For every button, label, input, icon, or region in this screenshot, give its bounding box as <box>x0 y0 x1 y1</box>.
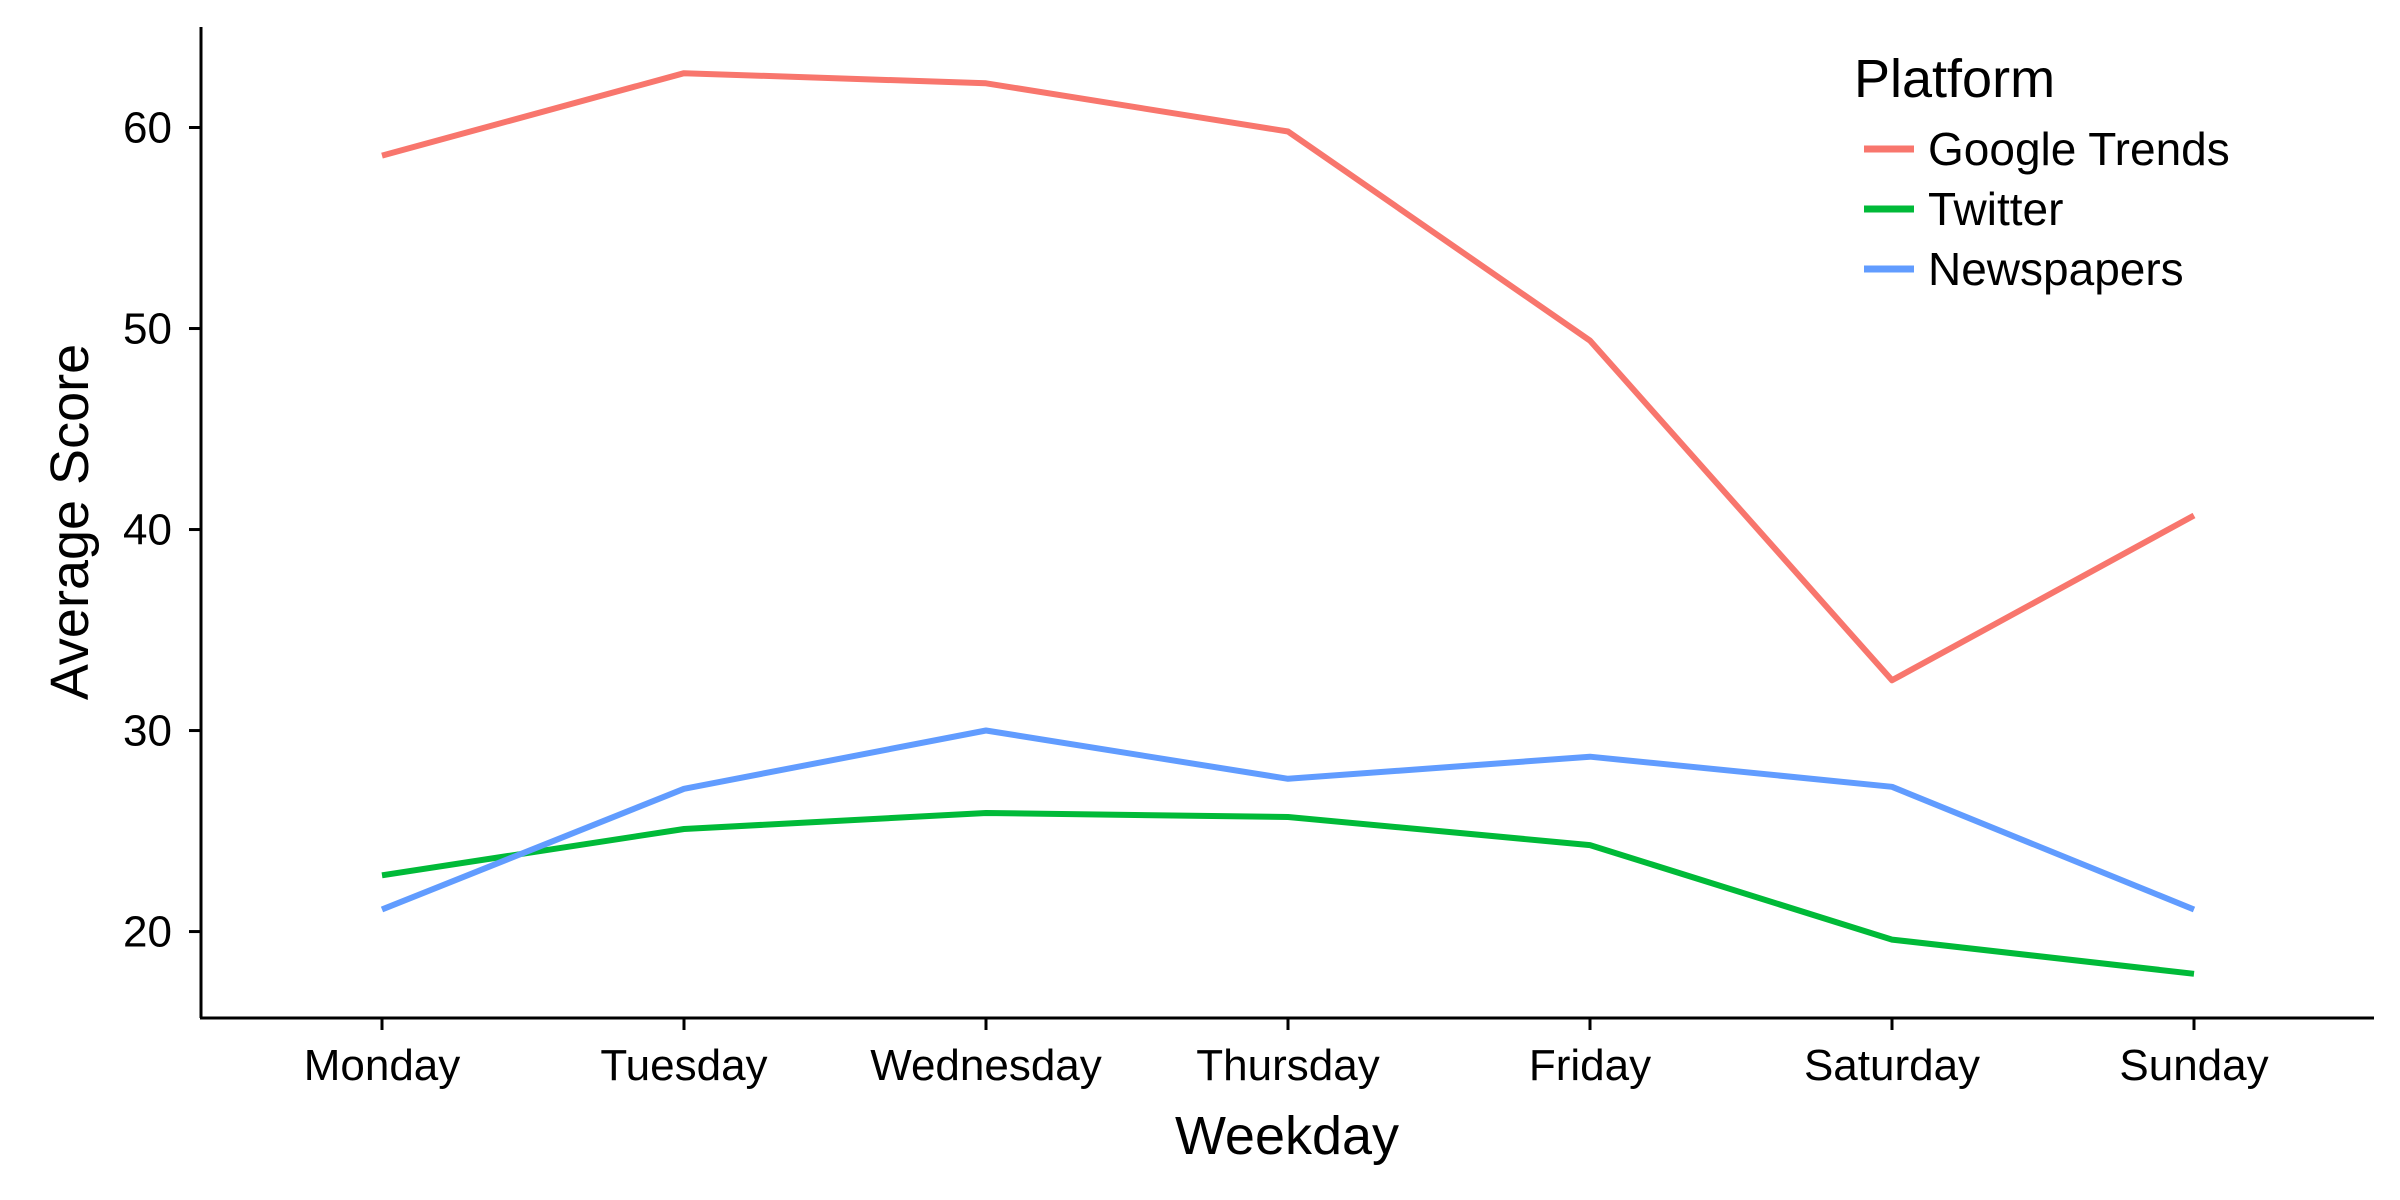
series-line-google-trends <box>381 70 2196 684</box>
x-tick-label: Tuesday <box>600 1041 767 1090</box>
series-lines <box>380 70 2196 977</box>
x-tick-label: Friday <box>1529 1041 1651 1090</box>
y-tick-label: 60 <box>123 104 172 153</box>
series-line-twitter <box>381 810 2195 977</box>
y-tick-label: 40 <box>123 506 172 555</box>
y-tick-label: 20 <box>123 908 172 957</box>
legend-items: Google Trends Twitter Newspapers <box>1864 123 2230 295</box>
y-axis-ticks: 20 30 40 50 60 <box>123 104 201 957</box>
x-tick-label: Monday <box>304 1041 461 1090</box>
series-line-newspapers <box>380 727 2196 913</box>
y-tick-label: 50 <box>123 305 172 354</box>
x-axis-ticks: Monday Tuesday Wednesday Thursday Friday Satu… <box>304 1018 2269 1090</box>
x-axis-title: Weekday <box>1175 1106 1399 1166</box>
x-tick-label: Thursday <box>1196 1041 1379 1090</box>
legend-label-google-trends: Google Trends <box>1928 123 2230 175</box>
legend-title: Platform <box>1854 49 2055 109</box>
x-tick-label: Sunday <box>2119 1041 2268 1090</box>
y-tick-label: 30 <box>123 707 172 756</box>
legend: Platform Google Trends Twitter Newspapers <box>1854 49 2230 295</box>
legend-label-twitter: Twitter <box>1928 183 2063 235</box>
legend-label-newspapers: Newspapers <box>1928 243 2184 295</box>
y-axis-title: Average Score <box>40 344 100 700</box>
x-tick-label: Saturday <box>1804 1041 1980 1090</box>
x-tick-label: Wednesday <box>870 1041 1102 1090</box>
